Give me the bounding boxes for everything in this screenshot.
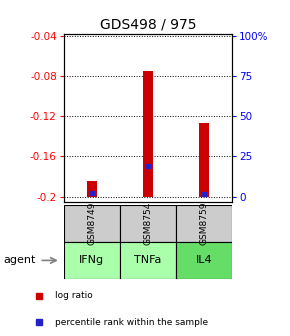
Title: GDS498 / 975: GDS498 / 975 [100,17,196,31]
Bar [143,71,153,197]
Bar [176,242,232,279]
Text: IFNg: IFNg [79,255,104,265]
Text: IL4: IL4 [196,255,212,265]
Text: TNFa: TNFa [134,255,162,265]
Bar [87,181,97,197]
Bar [120,205,176,242]
Bar [64,242,120,279]
Text: log ratio: log ratio [55,291,92,300]
Bar [176,205,232,242]
Text: GSM8754: GSM8754 [143,202,153,245]
Text: GSM8749: GSM8749 [87,202,96,245]
Bar [64,205,120,242]
Bar [199,123,209,197]
Bar [120,242,176,279]
Text: GSM8759: GSM8759 [200,202,209,245]
Text: agent: agent [3,255,35,265]
Text: percentile rank within the sample: percentile rank within the sample [55,318,208,327]
